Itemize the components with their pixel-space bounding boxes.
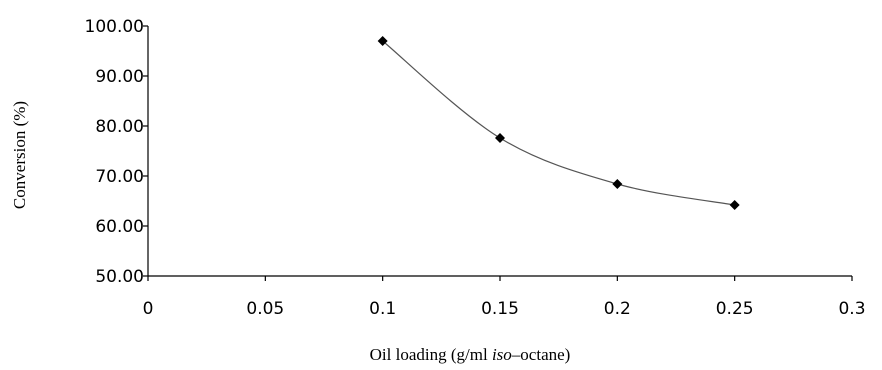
x-tick-label: 0.2 bbox=[604, 299, 631, 319]
y-axis-title: Conversion (%) bbox=[10, 101, 29, 209]
data-point-marker bbox=[377, 36, 388, 46]
x-tick-label: 0.15 bbox=[481, 299, 519, 319]
data-point-marker bbox=[612, 179, 623, 189]
series-line bbox=[382, 40, 735, 206]
x-axis-title: Oil loading (g/ml iso–octane) bbox=[370, 345, 571, 364]
y-tick-label: 50.00 bbox=[95, 267, 144, 287]
axis-titles: Oil loading (g/ml iso–octane) Conversion … bbox=[10, 101, 570, 364]
tick-labels: 50.00 60.00 70.00 80.00 90.00 100.00 0 0.05 0.1 0… bbox=[85, 17, 866, 319]
x-tick-label: 0.1 bbox=[369, 299, 396, 319]
data-point-marker bbox=[729, 200, 740, 210]
x-tick-label: 0 bbox=[143, 299, 154, 319]
y-tick-label: 100.00 bbox=[85, 17, 144, 37]
x-tick-label: 0.3 bbox=[838, 299, 865, 319]
axes bbox=[143, 25, 853, 281]
y-tick-label: 90.00 bbox=[95, 67, 144, 87]
x-tick-label: 0.25 bbox=[716, 299, 754, 319]
series bbox=[382, 40, 735, 206]
x-tick-label: 0.05 bbox=[246, 299, 284, 319]
data-point-marker bbox=[495, 133, 505, 143]
markers bbox=[377, 36, 740, 210]
y-tick-label: 60.00 bbox=[95, 217, 144, 237]
y-tick-label: 80.00 bbox=[95, 117, 144, 137]
y-tick-label: 70.00 bbox=[95, 167, 144, 187]
